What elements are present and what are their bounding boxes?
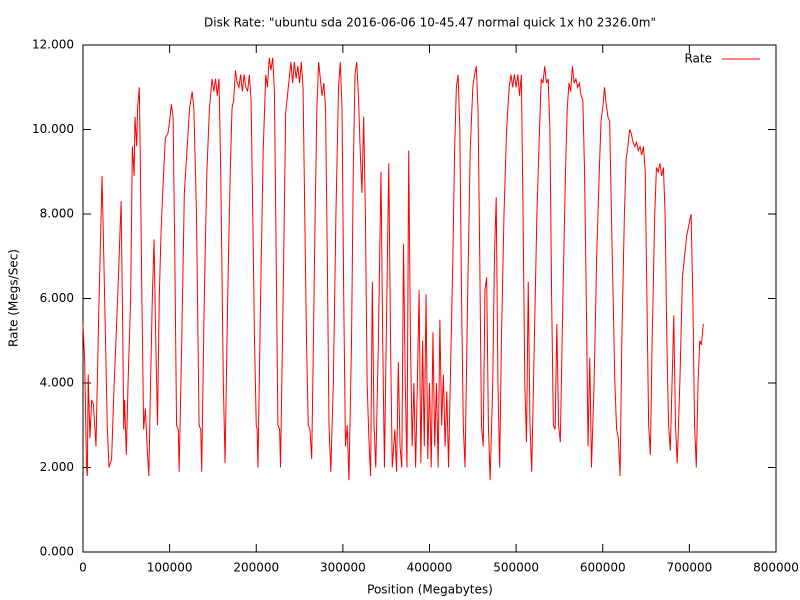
x-tick-label: 200000 [233,561,279,575]
x-tick-label: 800000 [753,561,799,575]
x-tick-label: 700000 [666,561,712,575]
x-tick-label: 500000 [493,561,539,575]
x-tick-label: 0 [79,561,87,575]
y-tick-label: 2.000 [40,460,74,474]
y-tick-label: 12.000 [32,38,74,52]
x-axis-label: Position (Megabytes) [367,583,493,597]
legend-label: Rate [684,52,712,66]
chart-title: Disk Rate: "ubuntu sda 2016-06-06 10-45.… [204,16,656,30]
x-tick-label: 300000 [320,561,366,575]
data-line [82,57,704,481]
y-tick-label: 10.000 [32,122,74,136]
y-tick-label: 4.000 [40,376,74,390]
x-tick-label: 400000 [407,561,453,575]
x-tick-label: 600000 [580,561,626,575]
y-tick-label: 6.000 [40,291,74,305]
y-tick-label: 0.000 [40,545,74,559]
y-tick-label: 8.000 [40,207,74,221]
y-axis-label: Rate (Megs/Sec) [7,249,21,347]
x-tick-label: 100000 [147,561,193,575]
